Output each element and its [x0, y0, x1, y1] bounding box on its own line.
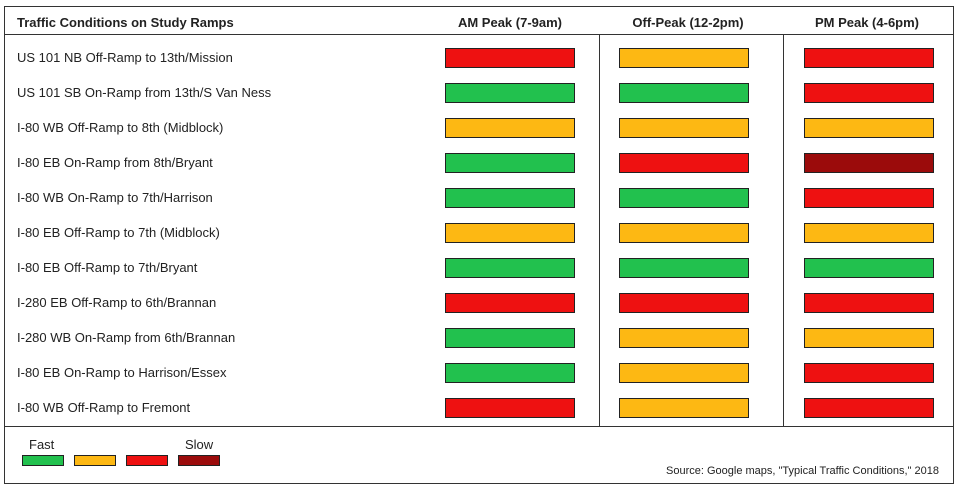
row-label: I-280 EB Off-Ramp to 6th/Brannan — [17, 295, 217, 310]
condition-cell-am — [445, 118, 575, 138]
condition-cell-am — [445, 83, 575, 103]
condition-cell-offpeak — [619, 188, 749, 208]
row-label: I-80 EB On-Ramp from 8th/Bryant — [17, 155, 213, 170]
condition-cell-am — [445, 363, 575, 383]
condition-cell-pm — [804, 328, 934, 348]
condition-cell-offpeak — [619, 363, 749, 383]
condition-cell-offpeak — [619, 223, 749, 243]
legend-slow-label: Slow — [185, 437, 214, 452]
condition-cell-pm — [804, 188, 934, 208]
condition-cell-offpeak — [619, 153, 749, 173]
condition-cell-am — [445, 293, 575, 313]
legend-swatch-red — [126, 455, 168, 466]
condition-cell-pm — [804, 48, 934, 68]
column-header-am-peak: AM Peak (7-9am) — [457, 15, 563, 30]
condition-cell-offpeak — [619, 293, 749, 313]
condition-cell-am — [445, 398, 575, 418]
legend-swatch-darkred — [178, 455, 220, 466]
traffic-conditions-table: Traffic Conditions on Study Ramps AM Pea… — [4, 6, 954, 484]
column-header-pm-peak: PM Peak (4-6pm) — [814, 15, 920, 30]
condition-cell-am — [445, 328, 575, 348]
condition-cell-offpeak — [619, 48, 749, 68]
row-label: I-80 EB Off-Ramp to 7th/Bryant — [17, 260, 198, 275]
row-label: I-80 WB Off-Ramp to Fremont — [17, 400, 191, 415]
condition-cell-am — [445, 223, 575, 243]
condition-cell-pm — [804, 363, 934, 383]
column-header-off-peak: Off-Peak (12-2pm) — [632, 15, 744, 30]
row-label: US 101 SB On-Ramp from 13th/S Van Ness — [17, 85, 272, 100]
column-divider-2 — [783, 34, 784, 426]
condition-cell-offpeak — [619, 83, 749, 103]
condition-cell-pm — [804, 153, 934, 173]
row-label: I-80 EB Off-Ramp to 7th (Midblock) — [17, 225, 220, 240]
row-label: I-80 WB On-Ramp to 7th/Harrison — [17, 190, 213, 205]
row-label: US 101 NB Off-Ramp to 13th/Mission — [17, 50, 233, 65]
condition-cell-pm — [804, 258, 934, 278]
condition-cell-am — [445, 258, 575, 278]
condition-cell-pm — [804, 83, 934, 103]
condition-cell-am — [445, 188, 575, 208]
legend-swatch-green — [22, 455, 64, 466]
row-label: I-80 WB Off-Ramp to 8th (Midblock) — [17, 120, 224, 135]
legend-divider — [5, 426, 953, 427]
condition-cell-offpeak — [619, 118, 749, 138]
legend-swatch-yellow — [74, 455, 116, 466]
table-title: Traffic Conditions on Study Ramps — [17, 15, 234, 30]
condition-cell-am — [445, 48, 575, 68]
condition-cell-offpeak — [619, 328, 749, 348]
condition-cell-pm — [804, 293, 934, 313]
condition-cell-pm — [804, 223, 934, 243]
condition-cell-am — [445, 153, 575, 173]
source-note: Source: Google maps, "Typical Traffic Co… — [666, 465, 939, 477]
condition-cell-offpeak — [619, 398, 749, 418]
condition-cell-pm — [804, 398, 934, 418]
row-label: I-80 EB On-Ramp to Harrison/Essex — [17, 365, 227, 380]
row-label: I-280 WB On-Ramp from 6th/Brannan — [17, 330, 236, 345]
header-divider — [5, 34, 953, 35]
legend-fast-label: Fast — [29, 437, 55, 452]
column-divider-1 — [599, 34, 600, 426]
condition-cell-offpeak — [619, 258, 749, 278]
condition-cell-pm — [804, 118, 934, 138]
